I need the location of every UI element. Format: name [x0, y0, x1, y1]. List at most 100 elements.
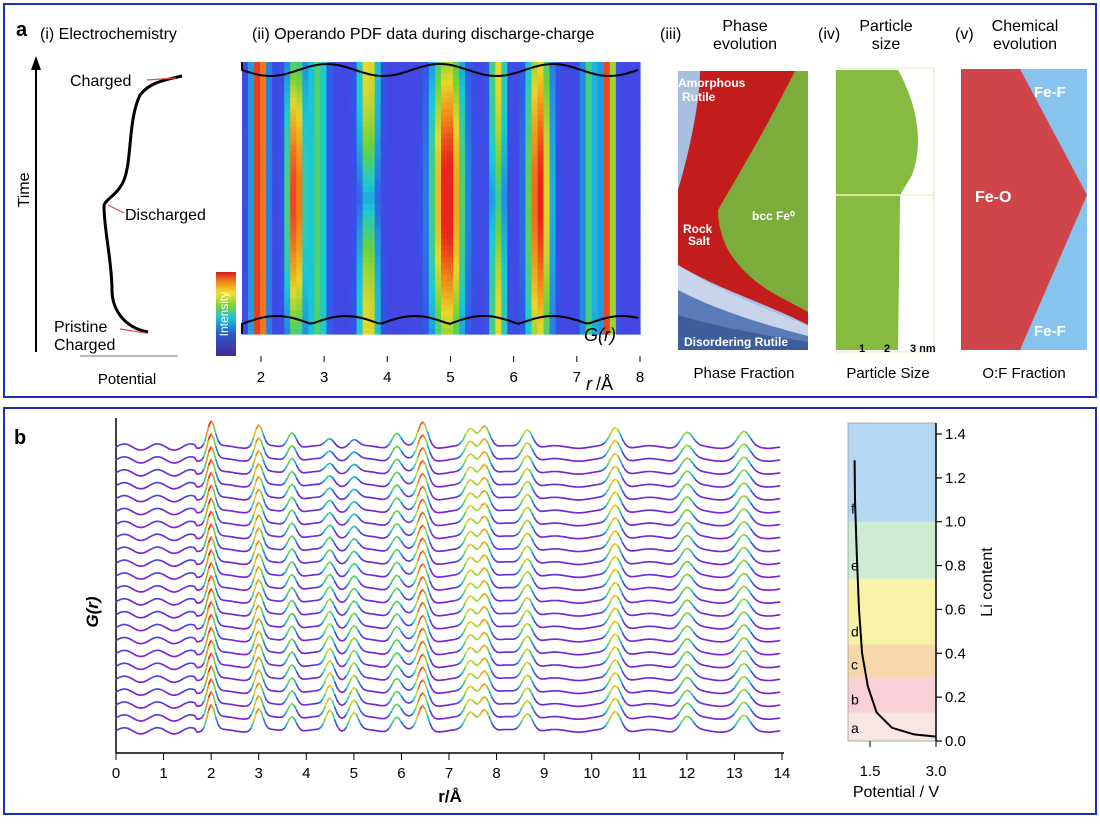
heatmap-cell: [586, 103, 593, 110]
heatmap-cell: [375, 92, 382, 99]
heatmap-cell: [580, 86, 587, 93]
heatmap-cell: [405, 245, 412, 252]
pristine-label: Pristine: [54, 319, 107, 336]
heatmap-cell: [284, 98, 291, 105]
heatmap-cell: [604, 157, 611, 164]
heatmap-cell: [308, 180, 315, 187]
heatmap-cell: [592, 157, 599, 164]
heatmap-cell: [357, 322, 364, 329]
heatmap-cell: [513, 115, 520, 122]
heatmap-cell: [266, 222, 273, 229]
heatmap-cell: [550, 222, 557, 229]
heatmap-cell: [568, 139, 575, 146]
heatmap-cell: [495, 293, 502, 300]
heatmap-cell: [375, 80, 382, 87]
heatmap-cell: [290, 322, 297, 329]
heatmap-cell: [586, 304, 593, 311]
heatmap-cell: [628, 216, 635, 223]
heatmap-cell: [501, 222, 508, 229]
heatmap-cell: [254, 322, 261, 329]
heatmap-cell: [278, 234, 285, 241]
heatmap-cell: [622, 287, 629, 294]
heatmap-cell: [592, 80, 599, 87]
heatmap-cell: [302, 287, 309, 294]
heatmap-cell: [525, 328, 532, 335]
heatmap-cell: [411, 174, 418, 181]
heatmap-cell: [381, 157, 388, 164]
heatmap-cell: [302, 157, 309, 164]
heatmap-cell: [574, 103, 581, 110]
heatmap-cell: [538, 304, 545, 311]
heatmap-cell: [477, 80, 484, 87]
heatmap-cell: [592, 245, 599, 252]
heatmap-cell: [592, 293, 599, 300]
heatmap-cell: [320, 251, 327, 258]
heatmap-cell: [284, 192, 291, 199]
heatmap-cell: [375, 121, 382, 128]
heatmap-cell: [375, 145, 382, 152]
heatmap-cell: [308, 299, 315, 306]
heatmap-cell: [429, 127, 436, 134]
heatmap-cell: [622, 139, 629, 146]
heatmap-cell: [471, 239, 478, 246]
heatmap-cell: [628, 234, 635, 241]
heatmap-cell: [260, 210, 267, 217]
heatmap-cell: [441, 168, 448, 175]
heatmap-cell: [477, 287, 484, 294]
heatmap-cell: [562, 74, 569, 81]
heatmap-cell: [507, 163, 514, 170]
heatmap-cell: [363, 322, 370, 329]
heatmap-cell: [296, 245, 303, 252]
heatmap-cell: [399, 245, 406, 252]
pdf-title: (ii) Operando PDF data during discharge-…: [252, 26, 595, 43]
heatmap-cell: [278, 304, 285, 311]
heatmap-cell: [320, 103, 327, 110]
heatmap-cell: [266, 62, 273, 69]
heatmap-cell: [363, 133, 370, 140]
heatmap-cell: [248, 245, 255, 252]
heatmap-cell: [501, 322, 508, 329]
heatmap-cell: [568, 115, 575, 122]
heatmap-cell: [441, 80, 448, 87]
rutile-label: Rutile: [682, 90, 716, 104]
heatmap-cell: [302, 121, 309, 128]
heatmap-cell: [562, 287, 569, 294]
heatmap-cell: [242, 263, 249, 270]
heatmap-cell: [447, 127, 454, 134]
heatmap-cell: [284, 80, 291, 87]
heatmap-cell: [423, 151, 430, 158]
heatmap-cell: [513, 210, 520, 217]
heatmap-cell: [453, 151, 460, 158]
heatmap-cell: [453, 328, 460, 335]
heatmap-cell: [357, 263, 364, 270]
heatmap-cell: [278, 127, 285, 134]
heatmap-cell: [290, 121, 297, 128]
heatmap-cell: [320, 98, 327, 105]
heatmap-cell: [447, 239, 454, 246]
heatmap-cell: [278, 293, 285, 300]
heatmap-cell: [568, 98, 575, 105]
heatmap-cell: [242, 139, 249, 146]
heatmap-cell: [242, 198, 249, 205]
heatmap-cell: [556, 281, 563, 288]
heatmap-cell: [254, 86, 261, 93]
heatmap-cell: [284, 168, 291, 175]
heatmap-cell: [399, 157, 406, 164]
heatmap-cell: [532, 204, 539, 211]
heatmap-cell: [260, 180, 267, 187]
heatmap-cell: [272, 263, 279, 270]
heatmap-cell: [242, 216, 249, 223]
heatmap-cell: [598, 163, 605, 170]
heatmap-cell: [592, 198, 599, 205]
heatmap-cell: [429, 145, 436, 152]
heatmap-cell: [266, 145, 273, 152]
heatmap-cell: [525, 287, 532, 294]
heatmap-cell: [447, 299, 454, 306]
heatmap-cell: [272, 216, 279, 223]
heatmap-cell: [363, 281, 370, 288]
heatmap-cell: [622, 299, 629, 306]
heatmap-cell: [435, 322, 442, 329]
gr-curve-segment: [294, 461, 296, 466]
heatmap-cell: [308, 121, 315, 128]
heatmap-cell: [411, 216, 418, 223]
